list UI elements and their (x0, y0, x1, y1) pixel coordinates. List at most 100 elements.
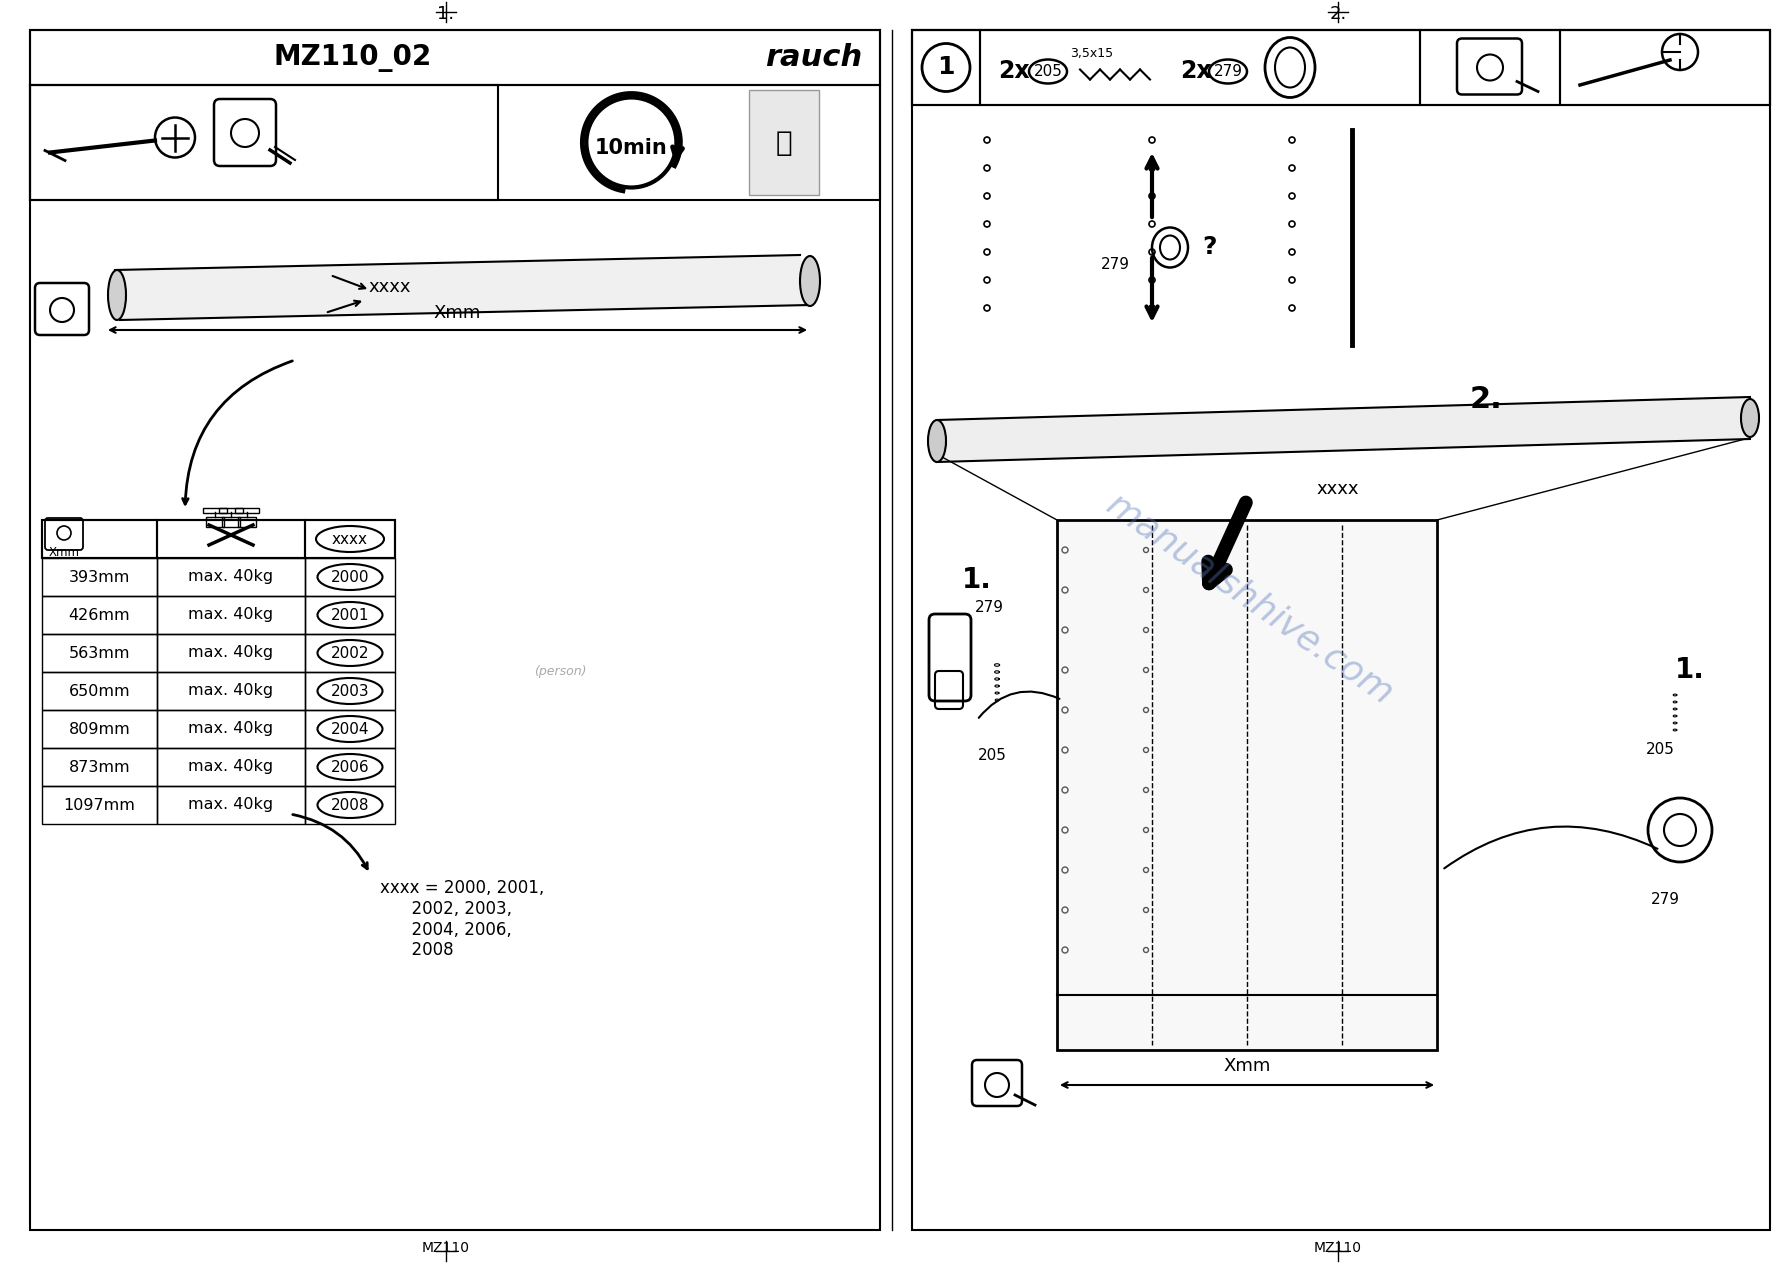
Text: (person): (person) (534, 666, 585, 678)
Bar (157, 596, 305, 634)
Text: 1: 1 (937, 56, 955, 80)
Ellipse shape (1740, 399, 1758, 437)
Bar (205, 517, 223, 527)
Ellipse shape (928, 421, 946, 462)
Bar (157, 558, 305, 596)
Text: MZ110: MZ110 (1314, 1242, 1362, 1255)
Bar (203, 508, 227, 513)
Bar (157, 786, 305, 823)
Bar (43, 520, 394, 558)
Text: 2x: 2x (1180, 59, 1212, 83)
Bar (30, 85, 880, 200)
Text: 2.: 2. (1469, 385, 1503, 414)
Text: max. 40kg: max. 40kg (189, 570, 273, 585)
Bar (43, 634, 157, 672)
Bar (305, 710, 394, 748)
Bar (305, 596, 394, 634)
Text: 10min: 10min (594, 138, 668, 158)
Text: 2008: 2008 (330, 797, 369, 812)
Bar (43, 786, 157, 823)
Bar (43, 672, 157, 710)
Text: max. 40kg: max. 40kg (189, 797, 273, 812)
Bar (30, 85, 498, 200)
Polygon shape (937, 397, 1749, 462)
Bar (1560, 30, 1771, 105)
Bar (305, 558, 394, 596)
Text: 279: 279 (975, 600, 1003, 615)
Bar (912, 30, 1771, 105)
Bar (157, 520, 305, 558)
Text: max. 40kg: max. 40kg (189, 608, 273, 623)
Bar (237, 517, 255, 527)
Text: 650mm: 650mm (68, 683, 130, 698)
Bar (912, 30, 980, 105)
Bar (43, 596, 157, 634)
Text: 205: 205 (978, 748, 1007, 763)
Text: Xmm: Xmm (48, 547, 80, 560)
Text: 2004: 2004 (330, 721, 369, 736)
Text: 1.: 1. (437, 5, 455, 23)
Text: 279: 279 (1214, 64, 1242, 80)
Text: 279: 279 (1651, 893, 1680, 908)
Text: MZ110: MZ110 (421, 1242, 469, 1255)
Text: 👤: 👤 (776, 129, 793, 157)
Text: 1.: 1. (962, 566, 992, 594)
Bar (1421, 30, 1560, 105)
Text: max. 40kg: max. 40kg (189, 645, 273, 661)
Bar (750, 90, 819, 195)
Text: xxxx = 2000, 2001,
      2002, 2003,
      2004, 2006,
      2008: xxxx = 2000, 2001, 2002, 2003, 2004, 200… (380, 879, 544, 960)
Text: 205: 205 (1646, 743, 1674, 758)
Text: manualshhive.com: manualshhive.com (1100, 488, 1399, 712)
Text: Xmm: Xmm (434, 304, 482, 322)
Bar (221, 517, 239, 527)
Bar (157, 710, 305, 748)
Bar (305, 748, 394, 786)
Text: 2002: 2002 (330, 645, 369, 661)
Ellipse shape (800, 256, 819, 306)
Text: 1097mm: 1097mm (64, 797, 136, 812)
Text: MZ110_02: MZ110_02 (273, 43, 432, 72)
Bar (220, 508, 243, 513)
Text: 426mm: 426mm (68, 608, 130, 623)
Text: 2003: 2003 (330, 683, 369, 698)
Text: 1.: 1. (1674, 655, 1705, 685)
Bar (43, 520, 157, 558)
Ellipse shape (109, 270, 127, 320)
Bar (980, 30, 1421, 105)
Text: 809mm: 809mm (68, 721, 130, 736)
Bar (305, 520, 394, 558)
Text: 393mm: 393mm (70, 570, 130, 585)
Bar (30, 30, 880, 1230)
Text: max. 40kg: max. 40kg (189, 683, 273, 698)
Text: Xmm: Xmm (1223, 1057, 1271, 1075)
Bar (912, 30, 1771, 1230)
Text: xxxx: xxxx (332, 532, 368, 547)
Text: 3,5x15: 3,5x15 (1069, 47, 1114, 61)
Bar (30, 30, 880, 85)
Text: 873mm: 873mm (68, 759, 130, 774)
Text: rauch: rauch (764, 43, 862, 72)
Text: max. 40kg: max. 40kg (189, 721, 273, 736)
Text: 2006: 2006 (330, 759, 369, 774)
Bar (305, 672, 394, 710)
Text: 2.: 2. (1330, 5, 1346, 23)
Bar (157, 634, 305, 672)
Text: 2000: 2000 (330, 570, 369, 585)
Text: max. 40kg: max. 40kg (189, 759, 273, 774)
Bar (1057, 520, 1437, 1050)
Text: xxxx: xxxx (1317, 480, 1358, 498)
Text: xxxx: xxxx (369, 278, 411, 296)
Text: 279: 279 (1101, 256, 1130, 272)
Text: 563mm: 563mm (70, 645, 130, 661)
Bar (43, 748, 157, 786)
Bar (43, 558, 157, 596)
Text: ?: ? (1203, 235, 1217, 259)
Bar (305, 786, 394, 823)
Text: 2x: 2x (998, 59, 1030, 83)
Polygon shape (114, 255, 810, 320)
Bar (157, 748, 305, 786)
Bar (236, 508, 259, 513)
Bar (157, 672, 305, 710)
Bar (305, 634, 394, 672)
Bar (43, 710, 157, 748)
